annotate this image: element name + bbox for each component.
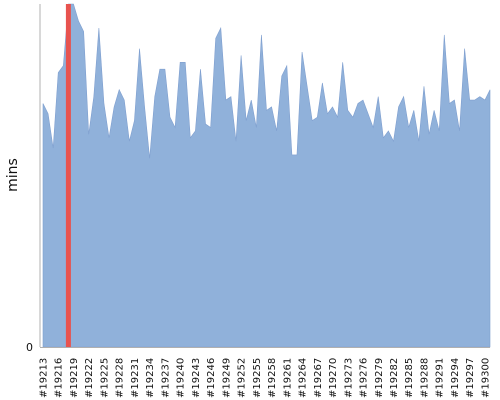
x-tick-label: #19219 [69,358,80,398]
x-tick-label: #19249 [221,358,232,398]
y-axis-ticks: 0 [26,341,33,354]
area-series [42,3,491,348]
x-tick-label: #19285 [404,358,415,398]
x-tick-label: #19255 [252,358,263,398]
y-axis-title: mins [5,158,21,192]
x-tick-label: #19240 [176,358,187,398]
x-tick-label: #19231 [130,358,141,398]
x-tick-label: #19243 [191,358,202,398]
x-tick-label: #19246 [206,358,217,398]
x-tick-label: #19213 [39,358,50,398]
x-tick-label: #19258 [267,358,278,398]
y-tick-label: 0 [26,341,33,354]
x-tick-label: #19267 [313,358,324,398]
x-tick-label: #19237 [160,358,171,398]
x-tick-label: #19282 [389,358,400,398]
x-tick-label: #19291 [435,358,446,398]
x-tick-label: #19261 [282,358,293,398]
x-tick-label: #19279 [374,358,385,398]
x-tick-label: #19264 [298,358,309,398]
x-tick-label: #19270 [328,358,339,398]
x-tick-label: #19252 [237,358,248,398]
x-tick-label: #19222 [84,358,95,398]
highlight-bar [65,4,71,347]
x-axis-ticks: #19213 #19216 #19219 #19222 #19225 #19228 #192… [39,358,492,398]
x-tick-label: #19276 [359,358,370,398]
x-tick-label: #19273 [343,358,354,398]
plot-area [42,3,491,348]
x-tick-label: #19225 [99,358,110,398]
x-tick-label: #19294 [450,358,461,398]
x-tick-label: #19300 [480,358,491,398]
x-tick-label: #19228 [115,358,126,398]
x-tick-label: #19234 [145,358,156,398]
x-tick-label: #19288 [419,358,430,398]
x-tick-label: #19297 [465,358,476,398]
x-tick-label: #19216 [54,358,65,398]
